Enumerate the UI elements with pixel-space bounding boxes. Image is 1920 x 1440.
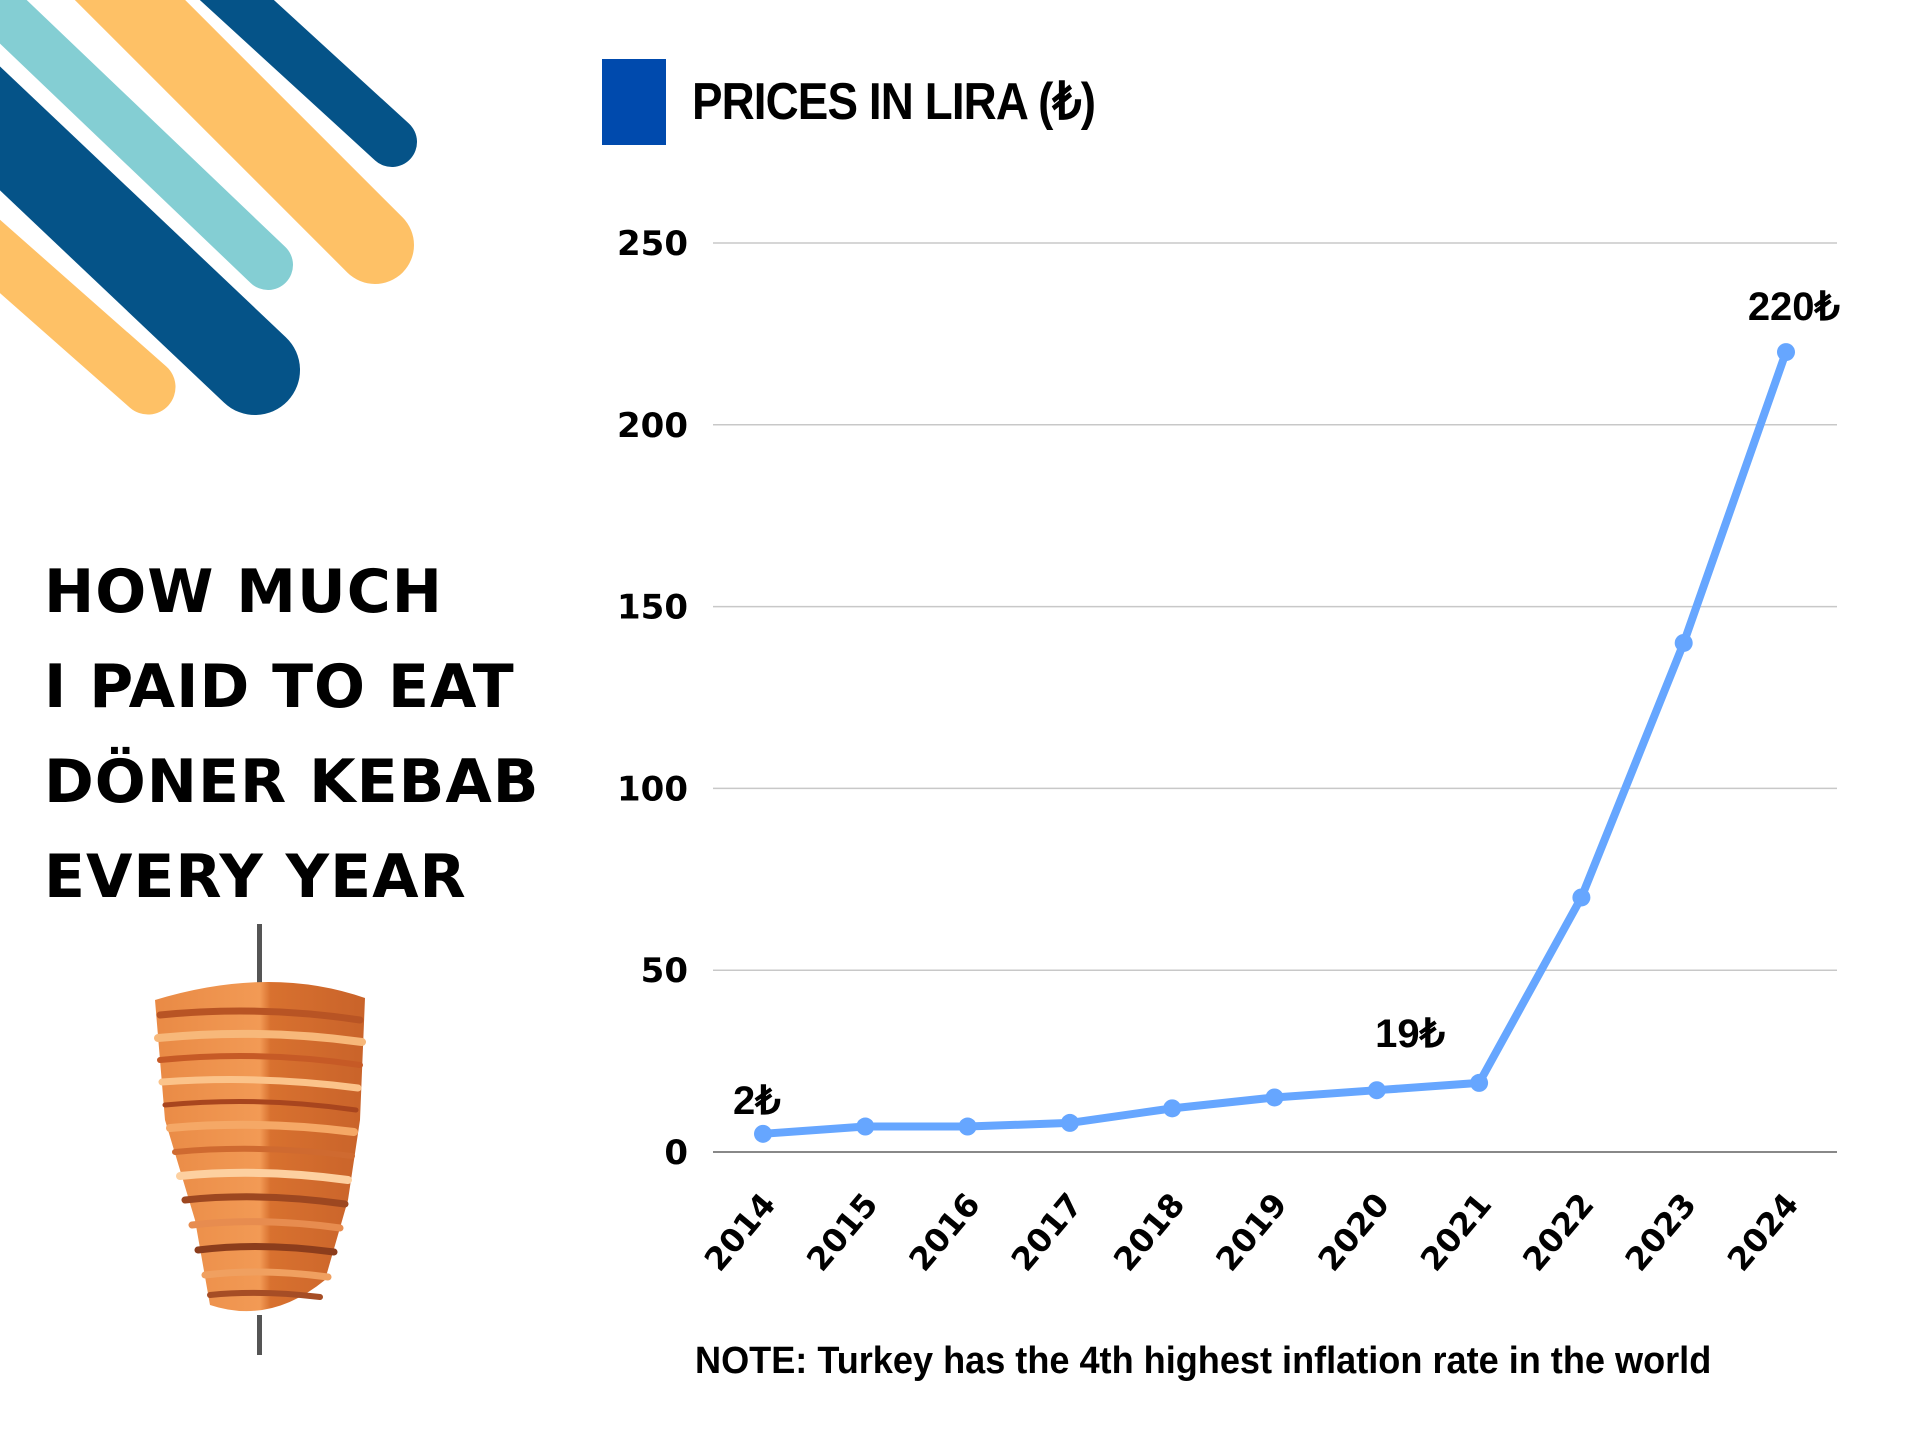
stripe-yellow-top: [74, 0, 414, 284]
y-tick-label: 50: [641, 951, 688, 991]
stripe-dark-blue-top: [199, 0, 417, 167]
data-point: [1265, 1088, 1284, 1107]
title-line-4: every year: [44, 842, 467, 912]
series-line: [759, 348, 1790, 1138]
x-tick-label: 2016: [901, 1186, 987, 1279]
legend-swatch: [602, 59, 666, 145]
y-axis-ticks: 0 50 100 150 200 250: [617, 224, 688, 1173]
data-label: 2₺: [733, 1079, 781, 1123]
y-tick-label: 150: [617, 588, 688, 628]
data-point: [1777, 343, 1795, 362]
data-point: [754, 1124, 772, 1143]
data-point: [1572, 888, 1591, 907]
title-line-3: Döner kebab: [44, 747, 540, 817]
skewer-top: [257, 924, 262, 984]
data-labels: 2₺ 19₺ 220₺: [733, 285, 1841, 1123]
data-point: [1674, 633, 1693, 652]
x-tick-label: 2014: [697, 1186, 783, 1279]
data-point: [958, 1117, 977, 1136]
data-point: [1060, 1113, 1079, 1132]
decorative-stripes: [0, 0, 417, 415]
x-tick-label: 2022: [1515, 1186, 1601, 1279]
stripe-dark-blue-bottom: [0, 66, 300, 415]
data-label: 220₺: [1748, 285, 1841, 329]
data-label: 19₺: [1375, 1012, 1445, 1056]
stripe-teal: [0, 0, 293, 290]
title-line-1: How much: [44, 557, 443, 627]
x-tick-label: 2023: [1617, 1186, 1703, 1279]
doner-kebab-illustration: [154, 924, 366, 1355]
y-tick-label: 100: [617, 769, 688, 809]
x-tick-label: 2021: [1413, 1186, 1499, 1279]
x-tick-label: 2020: [1311, 1186, 1397, 1279]
x-axis-ticks: 2014 2015 2016 2017 2018 2019 2020 2021 2022 2023…: [697, 1186, 1806, 1279]
gridlines: [713, 242, 1837, 1153]
data-point: [1367, 1081, 1386, 1100]
skewer-bottom: [257, 1315, 262, 1355]
data-point: [856, 1117, 875, 1136]
x-tick-label: 2015: [799, 1186, 885, 1279]
data-point: [1163, 1099, 1182, 1118]
y-tick-label: 250: [617, 224, 688, 264]
data-points: [754, 343, 1795, 1143]
series-line-layer: [759, 348, 1790, 1138]
x-tick-label: 2018: [1106, 1186, 1192, 1279]
x-tick-label: 2024: [1720, 1186, 1806, 1279]
data-point: [1470, 1073, 1489, 1092]
x-tick-label: 2017: [1004, 1186, 1090, 1279]
meat-layers: [154, 1007, 366, 1300]
y-tick-label: 0: [664, 1133, 688, 1173]
footnote: NOTE: Turkey has the 4th highest inflati…: [695, 1340, 1712, 1382]
main-title: How much I paid to eat Döner kebab every…: [44, 545, 539, 925]
legend-label: PRICES IN LIRA (₺): [692, 73, 1096, 131]
y-tick-label: 200: [617, 406, 688, 446]
x-tick-label: 2019: [1208, 1186, 1294, 1279]
title-line-2: I paid to eat: [44, 652, 515, 722]
stripe-yellow-bottom: [0, 219, 176, 415]
